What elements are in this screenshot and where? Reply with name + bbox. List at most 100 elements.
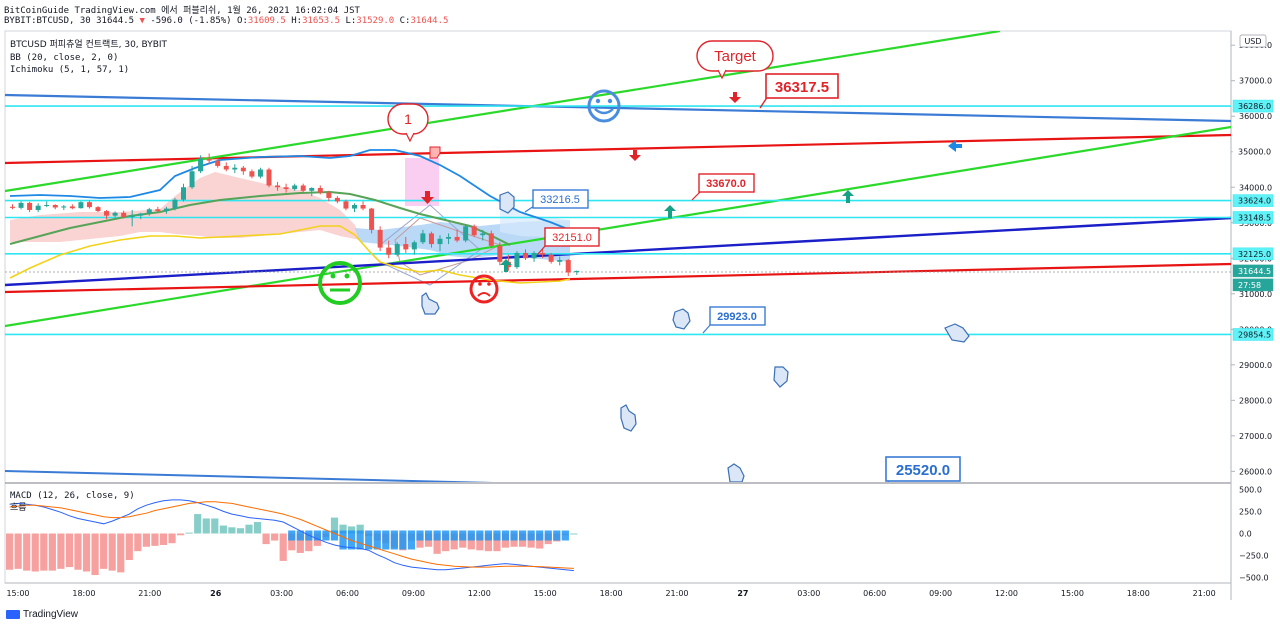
candle-body <box>86 202 92 208</box>
macd-histogram-bar <box>236 528 245 534</box>
price-label-box: 25520.0 <box>885 456 961 482</box>
macd-histogram-bar <box>125 533 133 561</box>
price-axis-badge-label: 35000.0 <box>1238 148 1271 157</box>
candle-body <box>283 187 289 190</box>
high-label: H: <box>291 16 303 26</box>
close-label: C: <box>399 16 411 26</box>
candle-body <box>514 252 520 268</box>
bb-legend: BB (20, close, 2, 0) <box>10 53 118 63</box>
candle-body <box>198 158 204 172</box>
macd-momentum-bar <box>527 530 535 541</box>
candle-body <box>377 229 383 248</box>
candle-body <box>317 187 323 193</box>
macd-momentum-bar <box>467 530 475 541</box>
sell-arrow-icon <box>729 92 741 103</box>
price-label-25520: 25520.0 <box>896 462 950 479</box>
candle-body <box>112 212 118 216</box>
time-axis-label: 09:00 <box>402 589 425 598</box>
macd-histogram-bar <box>168 533 176 544</box>
macd-momentum-bar <box>493 530 501 541</box>
macd-line <box>9 499 574 572</box>
high-value: 31653.5 <box>302 16 341 26</box>
candle-body <box>548 254 554 262</box>
hand-icon <box>429 146 441 159</box>
price-label-33216: 33216.5 <box>540 194 580 206</box>
signal-line <box>9 501 574 569</box>
symbol-legend: BTCUSD 퍼피츄얼 컨트랙트, 30, BYBIT <box>10 39 168 50</box>
candle-body <box>138 213 144 216</box>
macd-histogram-bar <box>151 533 159 546</box>
macd-legend: MACD (12, 26, close, 9) <box>10 491 135 501</box>
macd-histogram-bar <box>416 533 424 548</box>
candle-body <box>44 205 50 207</box>
currency-badge: USD <box>1239 34 1267 48</box>
macd-histogram-bar <box>330 517 339 534</box>
candle-body <box>437 238 443 245</box>
hand-pointer-icon <box>672 308 691 330</box>
price-axis-badge <box>1232 264 1274 278</box>
macd-momentum-bar <box>433 530 441 541</box>
plot-frame <box>4 30 1232 584</box>
candle-body <box>10 206 15 208</box>
candle-body <box>18 202 24 208</box>
ichimoku-legend: Ichimoku (5, 1, 57, 1) <box>10 65 129 75</box>
candle-body <box>334 197 340 202</box>
candle-body <box>215 160 221 166</box>
time-axis-label: 12:00 <box>995 589 1018 598</box>
macd-histogram-bar <box>57 533 65 569</box>
candle-body <box>206 158 212 161</box>
neutral-face-icon <box>318 261 362 305</box>
hand-pointer-icon <box>620 404 637 432</box>
macd-histogram-bar <box>6 533 14 570</box>
candle-body <box>471 226 477 236</box>
candle-body <box>189 171 195 188</box>
macd-histogram-bar <box>219 525 227 534</box>
macd-momentum-bar <box>356 530 364 550</box>
macd-momentum-bar <box>424 530 433 541</box>
target-label: Target <box>714 48 757 65</box>
macd-histogram-bar <box>65 533 74 568</box>
time-axis-label: 03:00 <box>270 589 293 598</box>
close-value: 31644.5 <box>410 16 449 26</box>
macd-histogram-bar <box>48 533 56 571</box>
macd-momentum-bar <box>442 530 450 541</box>
price-axis-badge <box>1232 247 1274 261</box>
candle-body <box>78 202 84 209</box>
time-axis-label: 06:00 <box>863 589 886 598</box>
price-axis[interactable]: 38000.037000.036000.035000.034000.033000… <box>1231 41 1274 476</box>
macd-momentum-bar <box>484 530 492 541</box>
macd-histogram-bar <box>100 533 108 569</box>
macd-histogram-bar <box>501 533 510 548</box>
time-axis-label: 18:00 <box>1127 589 1150 598</box>
macd-histogram-bar <box>14 533 22 569</box>
publish-info: BitCoinGuide TradingView.com 에서 퍼블리쉬, 1월… <box>4 6 360 16</box>
price-axis-label: 36000.0 <box>1239 112 1272 121</box>
macd-momentum-bar <box>296 530 304 541</box>
buy-arrow-icon <box>500 259 512 272</box>
time-axis-label: 15:00 <box>1061 589 1084 598</box>
time-axis[interactable]: 15:00 18:00 21:00 26 03:00 06:00 09:00 12:00 15:… <box>6 589 1215 598</box>
macd-histogram-bar <box>484 533 492 552</box>
time-axis-label: 21:00 <box>1193 589 1216 598</box>
candle-body <box>292 185 298 190</box>
macd-histogram-bar <box>194 514 202 534</box>
price-axis-label: 26000.0 <box>1239 467 1272 476</box>
candle-body <box>257 169 263 177</box>
candle-body <box>27 202 33 210</box>
price-label-box: 32151.0 <box>536 227 600 256</box>
candle-body <box>223 165 229 170</box>
macd-momentum-bar <box>373 530 381 550</box>
candle-body <box>369 208 375 230</box>
candle-body <box>454 236 460 241</box>
macd-histogram-bar <box>442 533 450 552</box>
candle-body <box>249 171 255 177</box>
ichimoku-base-line <box>9 190 511 246</box>
brand-name: TradingView <box>23 609 79 620</box>
price-axis-label: 27000.0 <box>1239 432 1272 441</box>
time-axis-label: 03:00 <box>797 589 820 598</box>
open-label: O: <box>237 16 248 26</box>
ohlc-header: BYBIT:BTCUSD, 30 31644.5 ▼ -596.0 (-1.85… <box>4 16 448 26</box>
macd-histogram-bar <box>288 533 296 551</box>
macd-histogram-bar <box>527 533 535 548</box>
